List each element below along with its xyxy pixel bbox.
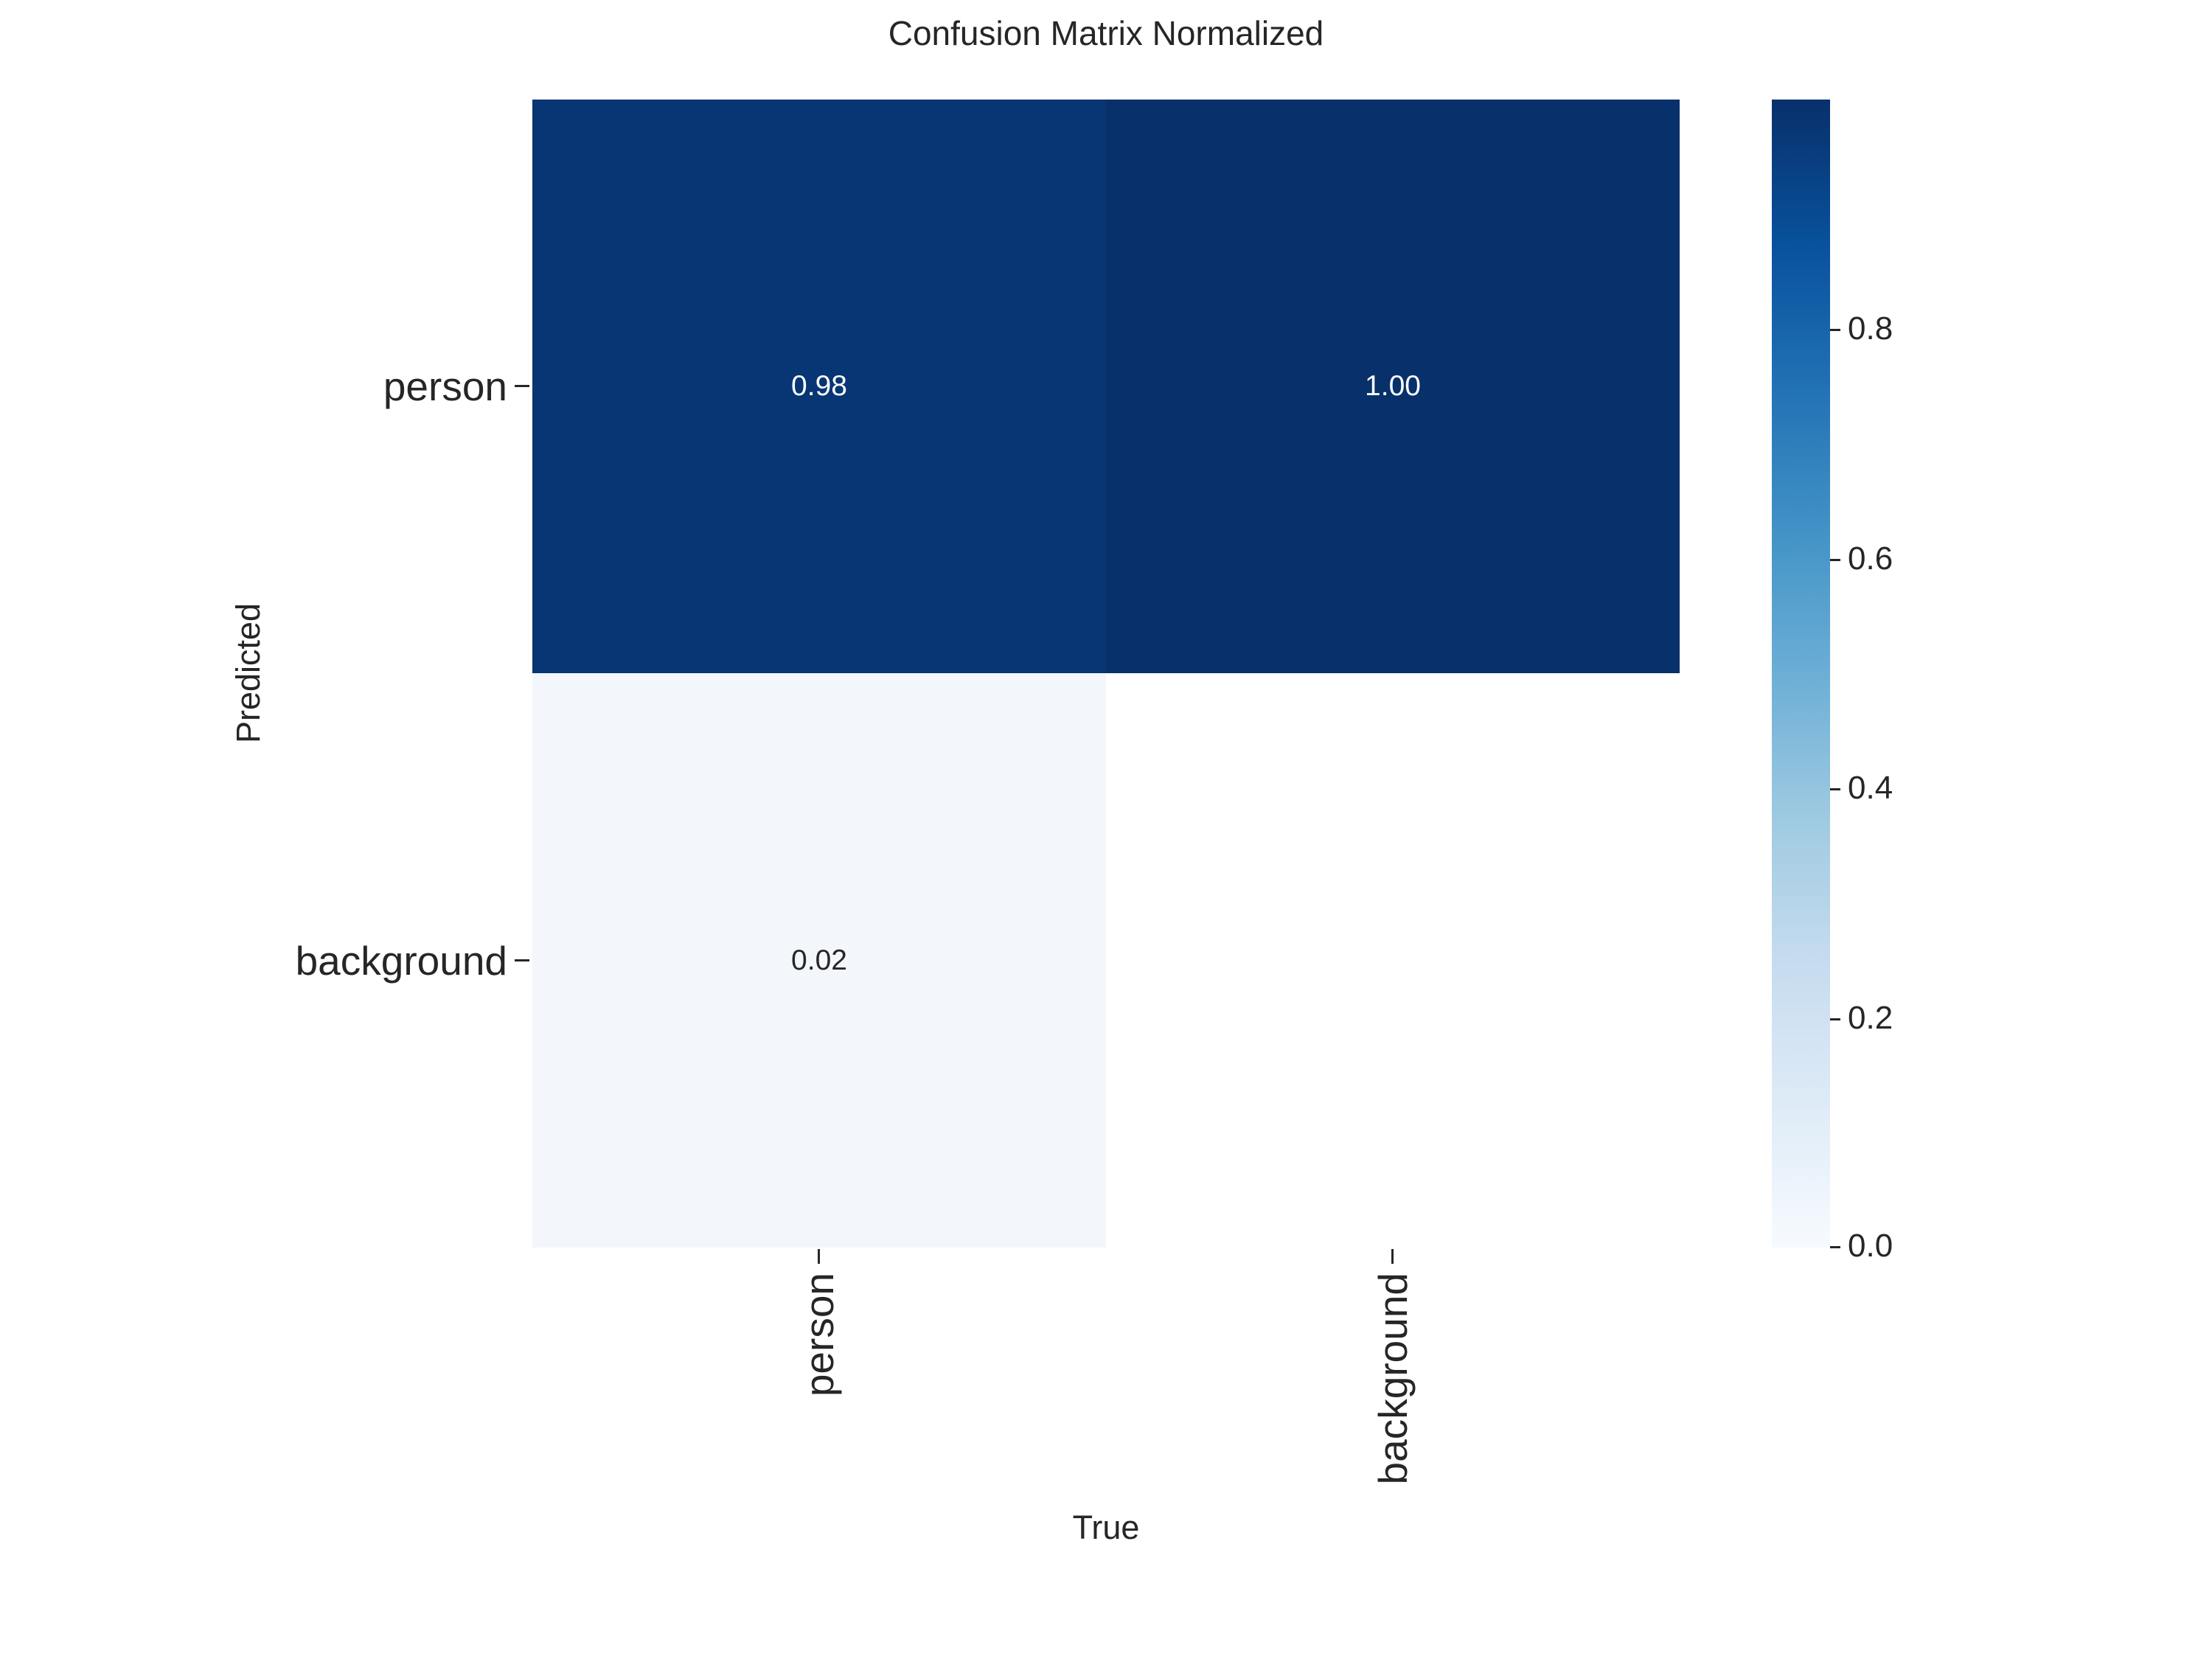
cell-value-person-background: 1.00 [1365, 370, 1421, 402]
x-tick-label-background: background [1370, 1273, 1416, 1485]
cell-value-person-person: 0.98 [791, 370, 847, 402]
chart-title: Confusion Matrix Normalized [888, 14, 1324, 52]
colorbar [1772, 100, 1830, 1248]
x-tick-mark-background [1391, 1249, 1394, 1264]
heatmap-cell-background-background [1106, 673, 1680, 1248]
colorbar-tick-label-0.4: 0.4 [1848, 770, 1893, 806]
heatmap-cell-background-person [532, 673, 1106, 1248]
colorbar-tick-mark-0.2 [1830, 1018, 1840, 1020]
y-tick-mark-background [515, 959, 529, 961]
cell-value-background-person: 0.02 [791, 945, 847, 976]
x-tick-mark-person [818, 1249, 820, 1264]
colorbar-tick-label-0.8: 0.8 [1848, 310, 1893, 347]
colorbar-tick-mark-0.4 [1830, 788, 1840, 790]
colorbar-tick-mark-0.6 [1830, 559, 1840, 561]
colorbar-tick-label-0.2: 0.2 [1848, 1000, 1893, 1036]
colorbar-tick-label-0.6: 0.6 [1848, 540, 1893, 577]
heatmap-cell-person-background [1106, 100, 1680, 673]
colorbar-tick-label-0.0: 0.0 [1848, 1228, 1893, 1264]
colorbar-tick-mark-0.8 [1830, 329, 1840, 331]
x-axis-label: True [1072, 1509, 1140, 1546]
heatmap-cell-person-person [532, 100, 1106, 673]
y-tick-mark-person [515, 385, 529, 387]
y-tick-label-background: background [295, 938, 507, 984]
colorbar-tick-mark-0.0 [1830, 1246, 1840, 1248]
y-axis-label: Predicted [229, 602, 267, 744]
y-tick-label-person: person [383, 364, 507, 409]
x-tick-label-person: person [796, 1273, 842, 1397]
